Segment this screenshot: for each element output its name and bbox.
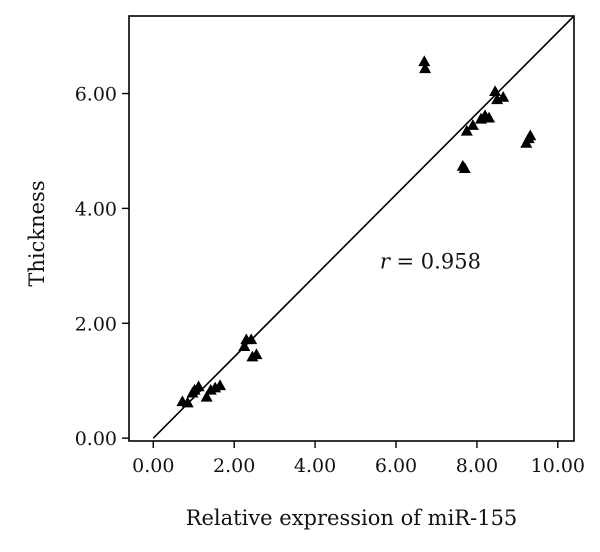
correlation-annotation: r = 0.958 xyxy=(380,250,481,274)
y-tick-label: 6.00 xyxy=(75,84,117,106)
correlation-value: = 0.958 xyxy=(390,250,481,274)
data-point-triangle xyxy=(214,379,227,391)
x-tick-label: 2.00 xyxy=(213,455,255,477)
data-point-triangle xyxy=(192,380,205,392)
x-tick-label: 4.00 xyxy=(294,455,336,477)
x-tick-label: 6.00 xyxy=(375,455,417,477)
data-point-triangle xyxy=(181,396,194,408)
data-point-triangle xyxy=(200,390,213,402)
correlation-symbol: r xyxy=(380,250,392,274)
data-point-triangle xyxy=(483,111,496,123)
data-point-triangle xyxy=(489,85,502,97)
data-point-triangle xyxy=(497,90,510,102)
data-point-triangle xyxy=(238,340,251,352)
y-tick-label: 2.00 xyxy=(75,313,117,335)
data-point-triangle xyxy=(250,348,263,360)
x-axis-title: Relative expression of miR-155 xyxy=(186,506,518,530)
data-point-triangle xyxy=(460,124,473,136)
data-point-triangle xyxy=(418,55,431,67)
data-point-triangle xyxy=(419,62,432,74)
data-point-triangle xyxy=(245,333,258,345)
data-point-triangle xyxy=(466,119,479,130)
y-tick-label: 4.00 xyxy=(75,198,117,220)
x-tick-label: 0.00 xyxy=(132,455,174,477)
plot-frame xyxy=(128,15,575,442)
data-point-triangle xyxy=(458,162,471,173)
x-tick-label: 8.00 xyxy=(456,455,498,477)
x-tick-label: 10.00 xyxy=(531,455,585,477)
y-axis-title: Thickness xyxy=(25,180,49,286)
data-point-triangle xyxy=(524,129,537,141)
y-tick-label: 0.00 xyxy=(75,428,117,450)
regression-line xyxy=(152,15,575,439)
